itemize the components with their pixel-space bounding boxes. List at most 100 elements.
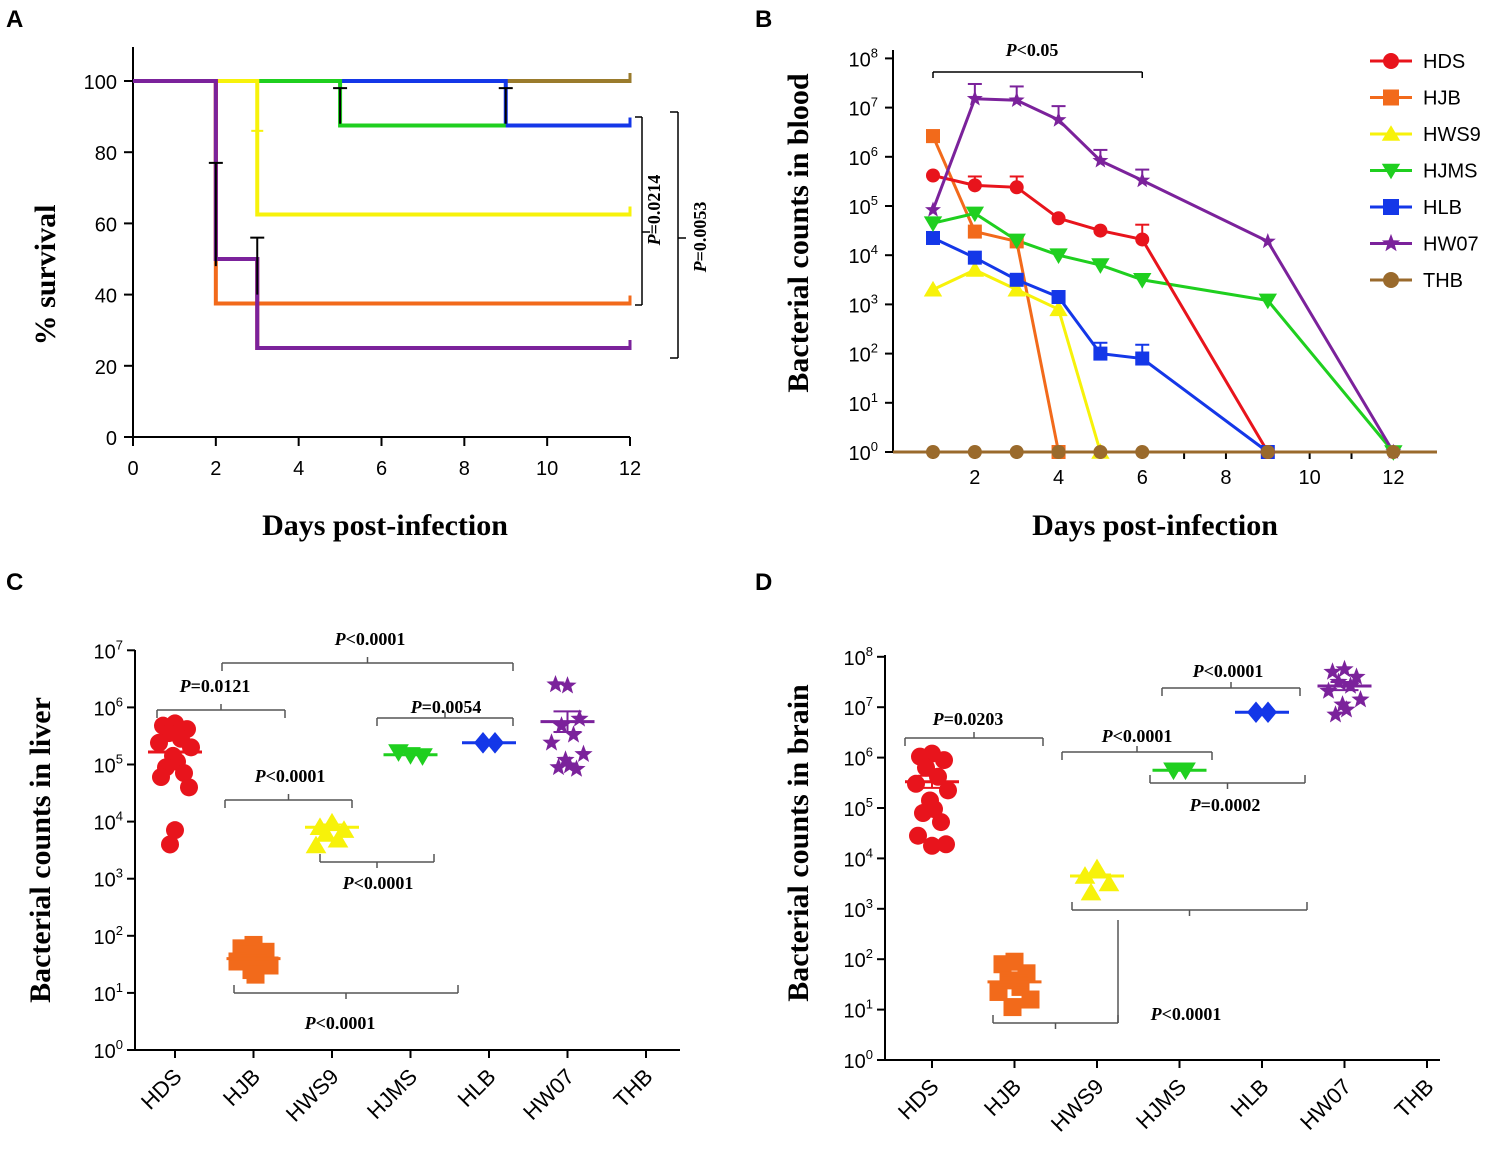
data-point-hjms bbox=[923, 216, 943, 233]
legend-label: HJMS bbox=[1423, 161, 1477, 183]
data-point-hw07 bbox=[1333, 695, 1352, 713]
y-tick-label: 104 bbox=[844, 845, 873, 871]
y-tick-label: 107 bbox=[849, 95, 878, 121]
data-point-hws9 bbox=[965, 261, 985, 277]
tick-base: 10 bbox=[94, 756, 116, 778]
data-point-hjms bbox=[965, 206, 985, 223]
data-point-hjms bbox=[1007, 233, 1026, 250]
annotation-p-value: P=0.0121 bbox=[179, 676, 251, 696]
tick-base: 10 bbox=[94, 698, 116, 720]
y-tick-label: 20 bbox=[95, 357, 117, 379]
x-tick-label: 0 bbox=[127, 458, 138, 480]
data-point-hds bbox=[1093, 223, 1108, 238]
data-point-hw07 bbox=[570, 709, 589, 727]
legend-label: HJB bbox=[1423, 88, 1461, 110]
data-point-hws9 bbox=[1007, 280, 1026, 297]
y-tick-label: 60 bbox=[95, 214, 117, 236]
tick-exponent: 3 bbox=[116, 866, 123, 881]
tick-exponent: 2 bbox=[116, 923, 123, 938]
survival-line-hw07 bbox=[133, 79, 630, 350]
data-point-hw07 bbox=[1134, 172, 1151, 188]
y-tick-label: 100 bbox=[84, 72, 117, 94]
x-tick-label: HDS bbox=[893, 1074, 944, 1125]
p-symbol: P bbox=[932, 709, 945, 729]
p-value: <0.0001 bbox=[1162, 1004, 1222, 1024]
data-point-thb bbox=[1260, 445, 1275, 459]
data-point-hds bbox=[935, 751, 953, 770]
data-point-hw07 bbox=[574, 744, 593, 762]
x-axis-title: Days post-infection bbox=[1032, 509, 1278, 542]
x-tick-label: 12 bbox=[619, 458, 641, 480]
tick-exponent: 6 bbox=[871, 144, 878, 159]
tick-exponent: 3 bbox=[866, 896, 873, 911]
data-point-hds bbox=[914, 804, 932, 823]
data-point-hds bbox=[907, 774, 925, 793]
y-tick-label: 104 bbox=[94, 809, 123, 835]
x-tick-label: HJB bbox=[218, 1064, 265, 1111]
data-point-hw07 bbox=[564, 725, 583, 743]
data-point-hlb bbox=[1009, 272, 1024, 287]
data-point-hds bbox=[939, 781, 957, 800]
x-tick-label: HW07 bbox=[518, 1064, 579, 1125]
data-point-hw07 bbox=[1008, 91, 1025, 107]
x-tick-label: HJMS bbox=[362, 1064, 422, 1124]
p-value: <0.0001 bbox=[266, 766, 326, 786]
data-point-hds bbox=[166, 821, 184, 840]
series-line-hjms bbox=[932, 211, 1395, 453]
y-tick-label: 106 bbox=[844, 745, 873, 771]
data-point-hlb bbox=[1093, 346, 1108, 361]
data-point-hws9 bbox=[327, 829, 349, 848]
data-point-hw07 bbox=[925, 201, 941, 217]
tick-base: 10 bbox=[849, 394, 871, 416]
y-axis-title: Bacterial counts in blood bbox=[782, 73, 815, 393]
legend-label: THB bbox=[1423, 270, 1463, 292]
data-point-hjb bbox=[1017, 964, 1036, 983]
data-point-hws9 bbox=[1098, 873, 1120, 892]
p-value: <0.0001 bbox=[316, 1013, 376, 1033]
y-tick-label: 105 bbox=[849, 193, 878, 219]
data-point-hds bbox=[152, 768, 170, 787]
tick-exponent: 6 bbox=[116, 694, 123, 709]
legend: HDS HJB HWS9 HJMS HLB HW07 THB bbox=[1370, 51, 1481, 292]
y-tick-label: 101 bbox=[844, 997, 873, 1023]
x-tick-label: THB bbox=[609, 1064, 658, 1113]
annotation-p-value: P=0.0203 bbox=[932, 709, 1004, 729]
p-symbol: P bbox=[690, 260, 710, 273]
y-tick-label: 100 bbox=[849, 439, 878, 465]
data-point-hjms bbox=[412, 748, 433, 766]
y-tick-label: 101 bbox=[94, 980, 123, 1006]
legend-label: HDS bbox=[1423, 51, 1465, 73]
y-axis-title: Bacterial counts in brain bbox=[782, 684, 815, 1002]
data-point-hw07 bbox=[1326, 705, 1345, 723]
data-point-hlb bbox=[1135, 351, 1150, 366]
p-value: =0.0002 bbox=[1201, 795, 1261, 815]
data-point-hw07 bbox=[1323, 662, 1342, 680]
data-point-hds bbox=[180, 778, 198, 797]
p-symbol: P bbox=[1101, 726, 1114, 746]
x-tick-label: HJMS bbox=[1131, 1074, 1191, 1134]
data-point-thb bbox=[1051, 445, 1066, 459]
annotation-p-value: P=0.0054 bbox=[410, 697, 482, 717]
tick-exponent: 7 bbox=[866, 694, 873, 709]
x-tick-label: HWS9 bbox=[281, 1064, 344, 1127]
data-point-hw07 bbox=[1335, 659, 1354, 678]
annotation-p-value: P=0.0214 bbox=[644, 175, 664, 247]
tick-base: 10 bbox=[849, 443, 871, 465]
y-axis-title: Bacterial counts in liver bbox=[24, 697, 57, 1003]
data-point-hlb bbox=[926, 230, 940, 245]
tick-base: 10 bbox=[844, 648, 866, 670]
p-symbol: P bbox=[304, 1013, 317, 1033]
tick-exponent: 7 bbox=[871, 95, 878, 110]
data-point-hw07 bbox=[558, 676, 577, 694]
data-point-hws9 bbox=[305, 835, 327, 854]
tick-exponent: 0 bbox=[116, 1037, 123, 1052]
y-tick-label: 100 bbox=[844, 1047, 873, 1073]
survival-line-hlb bbox=[133, 79, 630, 128]
p-value: <0.0001 bbox=[1204, 661, 1264, 681]
annotation-p-value: P<0.0001 bbox=[304, 1013, 376, 1033]
tick-base: 10 bbox=[849, 197, 871, 219]
tick-exponent: 0 bbox=[866, 1047, 873, 1062]
y-tick-label: 108 bbox=[849, 45, 878, 71]
